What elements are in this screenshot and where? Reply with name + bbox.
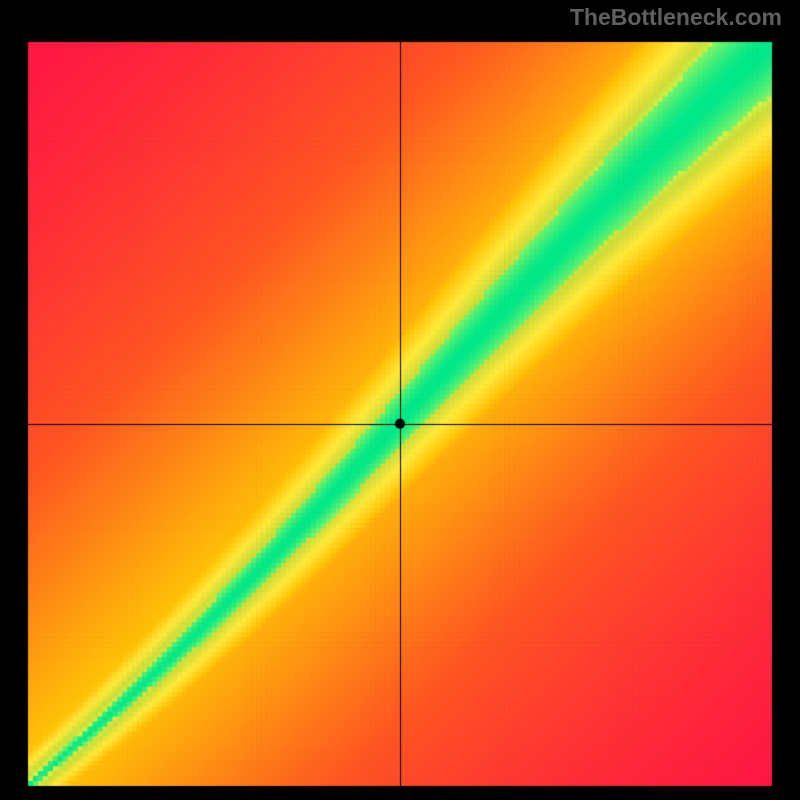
watermark-text: TheBottleneck.com (570, 4, 782, 31)
bottleneck-heatmap-canvas (0, 0, 800, 800)
